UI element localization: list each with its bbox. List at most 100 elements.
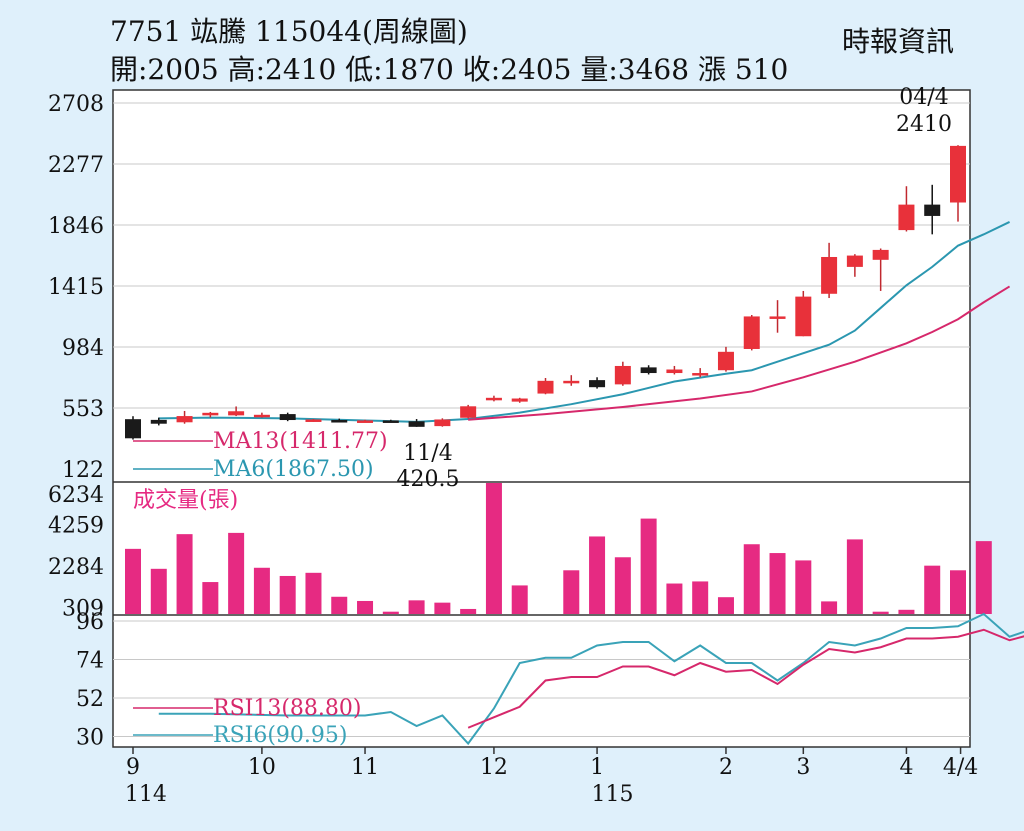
volume-bar	[305, 572, 322, 614]
candle-body	[331, 420, 348, 423]
volume-bar	[253, 567, 270, 614]
volume-bar	[950, 570, 966, 614]
ma6-legend-label: MA6(1867.50)	[213, 457, 374, 482]
volume-bar	[743, 544, 760, 614]
volume-bar	[717, 597, 734, 614]
volume-title: 成交量(張)	[133, 488, 238, 513]
volume-bar	[640, 518, 657, 614]
candle-body	[511, 398, 528, 402]
candle-body	[950, 145, 966, 203]
x-tick-label: 10	[248, 755, 276, 780]
volume-bar	[460, 608, 477, 614]
volume-bar	[846, 539, 863, 614]
volume-bar	[331, 596, 348, 614]
volume-bar	[614, 557, 631, 614]
candle-body	[589, 380, 606, 388]
volume-tick-label: 4259	[48, 514, 104, 539]
price-tick-label: 553	[62, 397, 104, 422]
volume-tick-label: 309	[62, 597, 104, 622]
volume-bar	[666, 583, 683, 614]
chart-title: 7751 竑騰 115044(周線圖)	[110, 15, 468, 48]
volume-bar	[125, 548, 141, 614]
volume-bar	[563, 570, 580, 614]
rsi-tick-label: 30	[76, 726, 104, 751]
volume-bar	[795, 560, 812, 614]
ma13-line	[468, 285, 1011, 421]
volume-bar	[821, 601, 838, 614]
price-tick-label: 2708	[48, 92, 104, 117]
candle-body	[150, 419, 167, 424]
ma13-legend-label: MA13(1411.77)	[213, 429, 388, 454]
volume-bar	[176, 534, 193, 614]
candle-body	[872, 249, 889, 260]
x-tick-label: 4/4	[943, 755, 978, 780]
candle-body	[563, 380, 580, 384]
low-value-annotation: 420.5	[397, 467, 460, 492]
candle-body	[717, 351, 734, 371]
candle-body	[460, 406, 477, 418]
volume-bar	[150, 568, 167, 614]
x-tick-label: 1	[590, 755, 604, 780]
price-tick-label: 984	[62, 336, 104, 361]
volume-bar	[975, 541, 992, 614]
candle-body	[898, 204, 915, 231]
x-year-label: 115	[592, 782, 634, 807]
candle-body	[795, 296, 812, 337]
candle-body	[202, 412, 219, 416]
candle-body	[228, 411, 245, 416]
x-tick-label: 9	[126, 755, 140, 780]
high-date-annotation: 04/4	[899, 85, 948, 110]
volume-bar	[924, 565, 941, 614]
rsi6-line	[158, 612, 1024, 746]
rsi13-legend-label: RSI13(88.80)	[213, 696, 361, 721]
candle-body	[357, 420, 374, 423]
candle-body	[253, 414, 270, 418]
candle-body	[614, 365, 631, 385]
volume-bar	[408, 600, 425, 614]
candle-body	[279, 414, 296, 421]
source-label: 時報資訊	[842, 25, 955, 58]
price-tick-label: 122	[62, 458, 104, 483]
x-tick-label: 12	[480, 755, 508, 780]
candle-body	[821, 256, 838, 294]
x-tick-label: 4	[899, 755, 913, 780]
rsi-tick-label: 96	[76, 610, 104, 635]
volume-bar	[692, 581, 709, 614]
candle-body	[924, 204, 941, 216]
candle-body	[176, 416, 193, 423]
volume-bar	[279, 575, 296, 614]
candle-body	[666, 369, 683, 374]
volume-bar	[511, 585, 528, 614]
volume-bar	[228, 532, 245, 614]
candle-body	[537, 380, 554, 394]
price-tick-label: 1415	[48, 275, 104, 300]
volume-bar	[898, 609, 915, 614]
rsi6-legend-label: RSI6(90.95)	[213, 723, 347, 748]
x-tick-label: 2	[719, 755, 733, 780]
candle-body	[640, 367, 657, 374]
price-tick-label: 2277	[48, 153, 104, 178]
candle-body	[408, 421, 425, 427]
price-tick-label: 1846	[48, 214, 104, 239]
low-date-annotation: 11/4	[403, 441, 452, 466]
x-tick-label: 11	[351, 755, 379, 780]
candle-body	[125, 419, 141, 439]
volume-tick-label: 2284	[48, 555, 104, 580]
volume-bar	[357, 600, 374, 614]
candle-body	[769, 316, 786, 319]
candle-body	[743, 316, 760, 349]
candle-body	[846, 255, 863, 267]
volume-bar	[434, 602, 451, 614]
rsi-tick-label: 74	[76, 649, 104, 674]
candle-body	[382, 420, 399, 423]
volume-bar	[872, 611, 889, 614]
volume-bar	[485, 483, 502, 614]
x-tick-label: 3	[796, 755, 810, 780]
ma6-line	[158, 221, 1010, 423]
candle-body	[305, 419, 322, 422]
volume-bar	[769, 553, 786, 614]
high-value-annotation: 2410	[896, 112, 952, 137]
candle-body	[434, 419, 451, 427]
